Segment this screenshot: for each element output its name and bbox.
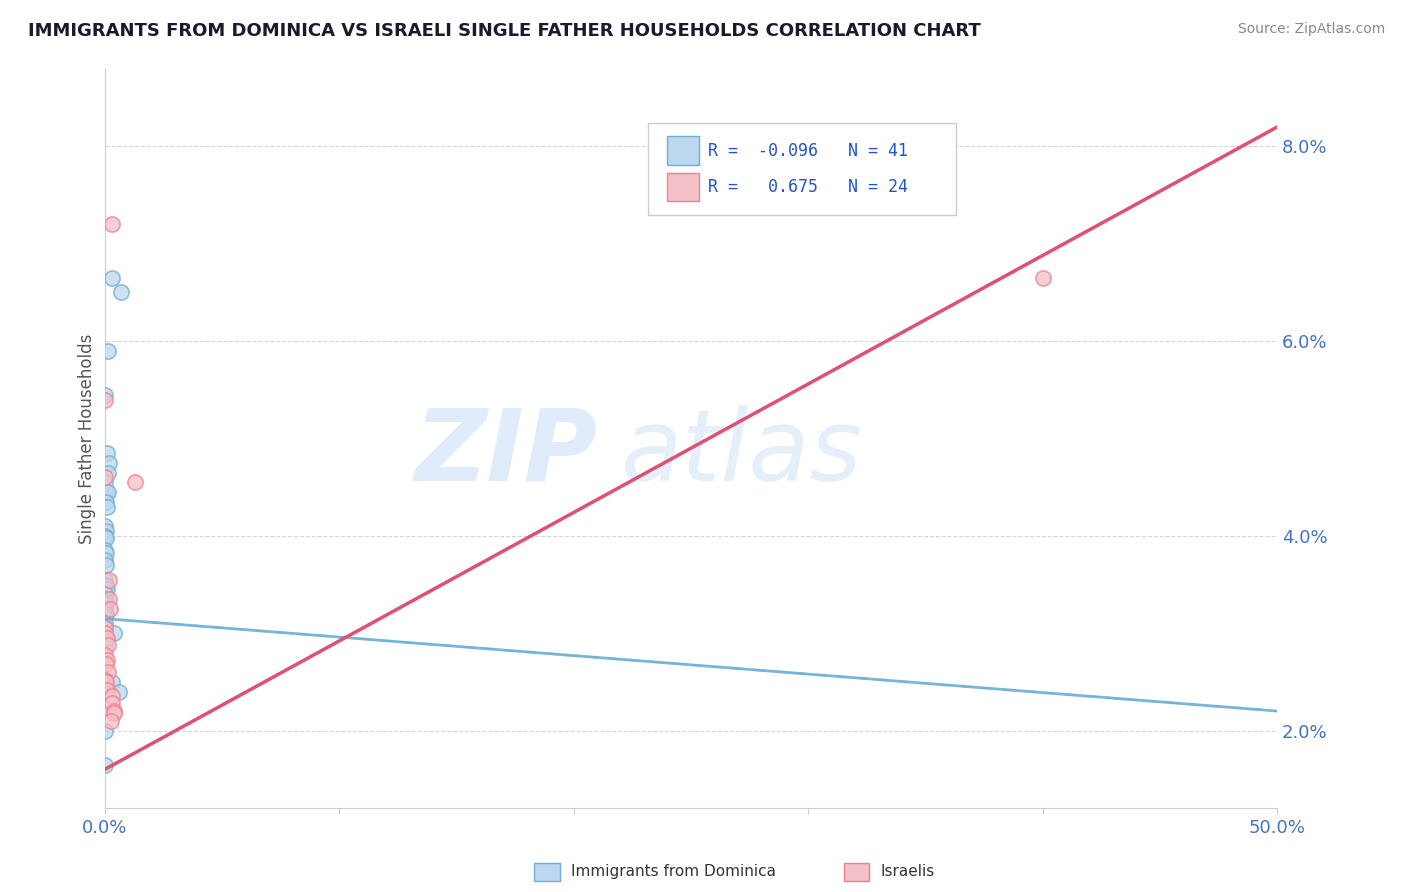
Point <box>94 577 117 591</box>
Point <box>100 217 122 231</box>
Point <box>100 602 122 616</box>
Point <box>93 529 115 543</box>
Point <box>93 579 115 593</box>
Point <box>96 558 118 572</box>
Point <box>97 665 120 680</box>
Point <box>97 466 120 480</box>
Point <box>94 531 117 545</box>
Point <box>94 485 117 500</box>
Text: Source: ZipAtlas.com: Source: ZipAtlas.com <box>1237 22 1385 37</box>
Point <box>93 553 115 567</box>
Text: ZIP: ZIP <box>415 405 598 502</box>
Point <box>96 653 118 667</box>
Point <box>103 706 125 720</box>
Point <box>96 582 118 597</box>
Point <box>103 626 125 640</box>
Point <box>97 638 120 652</box>
Point <box>93 573 115 587</box>
Text: Immigrants from Dominica: Immigrants from Dominica <box>571 864 776 879</box>
Point <box>100 714 122 728</box>
Point <box>93 757 115 772</box>
Point <box>94 546 117 560</box>
Point <box>93 587 115 601</box>
Point <box>94 607 117 621</box>
Point <box>100 690 122 704</box>
Point <box>97 485 120 500</box>
Point <box>93 640 115 655</box>
Point <box>94 495 117 509</box>
Point <box>93 602 115 616</box>
Point <box>93 621 115 635</box>
Point <box>93 626 115 640</box>
Point <box>124 475 146 490</box>
Point <box>93 723 115 738</box>
Point <box>93 387 115 401</box>
Point <box>98 456 121 470</box>
Point <box>103 704 125 718</box>
Point <box>96 682 118 697</box>
Point <box>94 595 117 609</box>
Point <box>93 673 115 687</box>
Point <box>98 592 121 607</box>
Point <box>1032 270 1054 285</box>
Point <box>94 674 117 689</box>
Text: R =   0.675   N = 24: R = 0.675 N = 24 <box>709 178 908 196</box>
Point <box>93 636 115 650</box>
Point <box>94 657 117 672</box>
Point <box>93 392 115 407</box>
Point <box>93 656 115 670</box>
Point <box>93 470 115 484</box>
Point <box>93 648 115 662</box>
Text: R =  -0.096   N = 41: R = -0.096 N = 41 <box>709 142 908 160</box>
Point <box>101 696 124 710</box>
Point <box>98 573 121 587</box>
Point <box>96 631 118 645</box>
Point <box>100 674 122 689</box>
Point <box>100 270 122 285</box>
Text: atlas: atlas <box>620 405 862 502</box>
Point <box>93 519 115 533</box>
Point <box>93 621 115 635</box>
Point <box>93 475 115 490</box>
Point <box>97 343 120 358</box>
Point <box>93 592 115 607</box>
Point <box>93 608 115 623</box>
Point <box>93 543 115 558</box>
Point <box>93 616 115 631</box>
Point <box>107 684 129 698</box>
Point <box>96 500 118 514</box>
Text: IMMIGRANTS FROM DOMINICA VS ISRAELI SINGLE FATHER HOUSEHOLDS CORRELATION CHART: IMMIGRANTS FROM DOMINICA VS ISRAELI SING… <box>28 22 981 40</box>
Point <box>96 446 118 460</box>
Point <box>93 597 115 611</box>
Y-axis label: Single Father Households: Single Father Households <box>79 334 96 543</box>
Point <box>110 285 132 300</box>
Text: Israelis: Israelis <box>880 864 935 879</box>
Point <box>94 524 117 538</box>
